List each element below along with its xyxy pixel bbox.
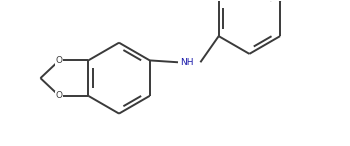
Text: O: O [56, 56, 63, 65]
Text: O: O [56, 91, 63, 100]
Text: NH: NH [180, 58, 193, 67]
